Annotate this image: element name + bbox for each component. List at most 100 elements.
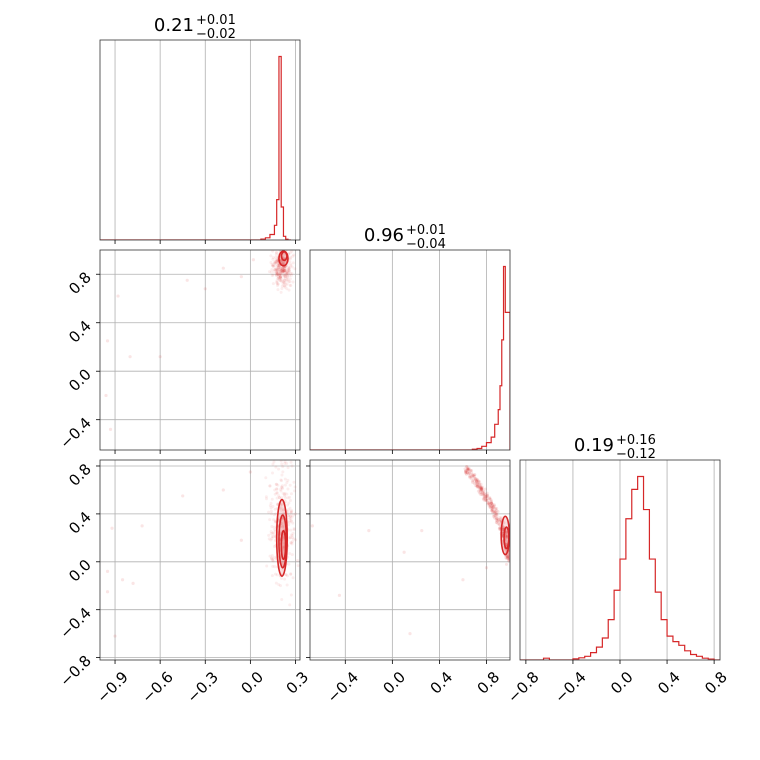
hist-p3-plot-area (520, 460, 720, 660)
scatter-p3-p2-arc-sample-199 (505, 554, 509, 558)
scatter-p3-p1-sample-201 (284, 573, 288, 577)
scatter-p3-p2-arc-sample-142 (505, 530, 509, 534)
scatter-p3-p2-arc-sample-205 (479, 482, 483, 486)
scatter-p3-p1-sample-1 (264, 497, 268, 501)
scatter-p3-p1-sample-8 (286, 514, 290, 518)
scatter-p3-p2-arc-sample-98 (505, 541, 509, 545)
scatter-p3-p2-point-3 (402, 550, 406, 554)
scatter-p3-p1-sample-198 (274, 519, 278, 523)
scatter-p3-p1-sample-43 (271, 449, 274, 452)
scatter-p3-p1-sample-79 (279, 487, 283, 491)
scatter-p3-p2-arc-sample-320 (485, 494, 489, 498)
scatter-p3-p2-arc-sample-348 (491, 506, 495, 510)
scatter-p2-p1-sample-63 (269, 254, 273, 258)
scatter-p2-p1-sample-163 (287, 267, 291, 271)
scatter-p3-p2-arc-sample-24 (463, 469, 467, 473)
scatter-p3-p1-sample-61 (271, 471, 275, 475)
scatter-p3-p1-sample-243 (272, 513, 276, 517)
scatter-p3-p2-arc-sample-325 (475, 477, 479, 481)
scatter-p2-p1-sample-53 (288, 251, 292, 255)
scatter-p3-p2-arc-sample-4 (472, 482, 476, 486)
scatter-p2-p1-sample-262 (270, 268, 274, 272)
scatter-p3-p2-arc-sample-11 (478, 489, 482, 493)
scatter-p3-p2-arc-sample-304 (477, 480, 481, 484)
scatter-p3-p1-sample-93 (282, 508, 286, 512)
scatter-p3-p2-arc-sample-193 (508, 550, 510, 554)
scatter-p3-p2-arc-sample-95 (491, 514, 495, 518)
scatter-p3-p1-sample-228 (281, 470, 285, 474)
scatter-p2-p1-sample-229 (287, 266, 291, 270)
scatter-p3-p1-sample-82 (277, 494, 281, 498)
scatter-p3-p2-arc-sample-297 (505, 557, 509, 561)
scatter-p3-p2-arc-sample-82 (495, 512, 499, 516)
scatter-p3-p1-sample-210 (270, 535, 274, 539)
scatter-p2-p1-ytick-label-1: 0.0 (65, 365, 95, 395)
scatter-p2-p1-sample-56 (278, 276, 282, 280)
scatter-p3-p2-xtick-label-3: 0.8 (474, 668, 504, 698)
scatter-p3-p1-sample-59 (285, 481, 289, 485)
scatter-p3-p2-arc-sample-337 (489, 501, 493, 505)
scatter-p2-p1-sample-226 (279, 274, 283, 278)
scatter-p2-p1-sample-11 (279, 259, 283, 263)
scatter-p3-p2-arc-sample-18 (502, 521, 506, 525)
scatter-p2-p1-point-9 (251, 258, 255, 262)
scatter-p3-p2-arc-sample-140 (488, 506, 492, 510)
scatter-p3-p2-arc-sample-222 (490, 501, 494, 505)
scatter-p3-p1-point-7 (221, 488, 225, 492)
scatter-p3-p1-sample-252 (269, 557, 273, 561)
scatter-p2-p1-sample-240 (277, 264, 281, 268)
scatter-p3-p1-sample-111 (283, 460, 287, 464)
scatter-p2-p1-sample-32 (274, 269, 278, 273)
scatter-p3-p2-arc-sample-72 (490, 501, 494, 505)
scatter-p2-p1-sample-188 (276, 266, 280, 270)
scatter-p2-p1-sample-52 (282, 273, 286, 277)
scatter-p3-p1-sample-109 (279, 460, 283, 463)
scatter-p2-p1-sample-117 (276, 272, 280, 276)
scatter-p2-p1-sample-147 (279, 277, 283, 281)
scatter-p3-p2-arc-sample-124 (508, 555, 510, 559)
scatter-p2-p1-sample-224 (275, 269, 279, 273)
scatter-p3-p2-arc-sample-102 (495, 517, 499, 521)
scatter-p3-p2-arc-sample-275 (504, 549, 508, 553)
scatter-p2-p1-sample-269 (285, 278, 289, 282)
scatter-p3-p1-sample-206 (269, 509, 273, 513)
scatter-p3-p2-arc-sample-127 (486, 494, 490, 498)
scatter-p3-p2-arc-sample-212 (507, 557, 510, 561)
hist-p2-frame (309, 249, 511, 451)
scatter-p3-p2-arc-sample-29 (465, 472, 469, 476)
scatter-p3-p1-sample-98 (285, 462, 289, 466)
scatter-p2-p1-sample-165 (281, 268, 285, 272)
scatter-p3-p2-arc-sample-78 (507, 557, 510, 561)
scatter-p3-p2-arc-sample-79 (480, 489, 484, 493)
scatter-p3-p1-sample-318 (268, 518, 272, 522)
scatter-p2-p1-sample-74 (274, 271, 278, 275)
scatter-p3-p2-arc-sample-97 (471, 478, 475, 482)
scatter-p2-p1-sample-145 (275, 284, 279, 288)
scatter-p3-p1-sample-64 (288, 552, 292, 556)
scatter-p3-p2-arc-sample-225 (505, 535, 509, 539)
scatter-p3-p1-sample-284 (286, 487, 290, 491)
scatter-p3-p1-sample-249 (282, 546, 286, 550)
scatter-p2-p1-sample-146 (276, 268, 280, 272)
scatter-p3-p2-arc-sample-58 (480, 492, 484, 496)
scatter-p3-p2-arc-sample-50 (466, 468, 470, 472)
scatter-p3-p2-arc-sample-115 (498, 522, 502, 526)
scatter-p3-p2-point-0 (310, 524, 314, 528)
scatter-p2-p1-sample-44 (276, 276, 280, 280)
scatter-p3-p1-point-5 (140, 524, 144, 528)
scatter-p3-p1-sample-176 (288, 516, 292, 520)
scatter-p3-p2-arc-sample-300 (507, 551, 510, 555)
scatter-p2-p1-sample-157 (283, 268, 287, 272)
scatter-p3-p2-arc-sample-161 (493, 514, 497, 518)
scatter-p3-p1-sample-276 (279, 506, 283, 510)
scatter-p3-p2-arc-sample-104 (464, 469, 468, 473)
scatter-p3-p1-xtick-label-2: −0.3 (184, 668, 222, 706)
scatter-p3-p1-sample-12 (285, 574, 289, 578)
scatter-p3-p2-arc-sample-146 (478, 486, 482, 490)
scatter-p3-p2-arc-sample-352 (482, 492, 486, 496)
scatter-p3-p1-sample-96 (272, 556, 276, 560)
scatter-p3-p2-arc-sample-68 (477, 479, 481, 483)
scatter-p3-p1-ytick-label-4: 0.8 (65, 460, 95, 490)
scatter-p2-p1-sample-20 (282, 278, 286, 282)
scatter-p3-p1-sample-17 (273, 528, 277, 532)
